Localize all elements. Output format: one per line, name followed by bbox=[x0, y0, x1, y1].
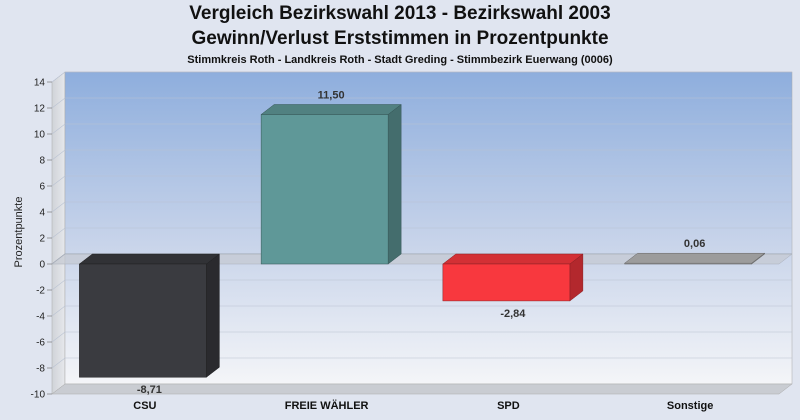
bar-front bbox=[79, 263, 207, 378]
y-tick-label: 4 bbox=[39, 208, 45, 219]
bar-top bbox=[623, 252, 766, 264]
bar-top bbox=[260, 104, 402, 115]
category-label: SPD bbox=[497, 400, 520, 412]
y-tick-label: -6 bbox=[36, 338, 45, 349]
y-tick-label: -4 bbox=[36, 312, 45, 323]
y-tick-label: 0 bbox=[39, 260, 45, 271]
gridline bbox=[51, 149, 792, 161]
bar-top bbox=[442, 253, 584, 265]
y-tick-label: 8 bbox=[39, 156, 45, 167]
bar-front bbox=[624, 262, 752, 265]
category-label: CSU bbox=[133, 400, 156, 412]
bar bbox=[78, 253, 221, 378]
chart-caption: Stimmkreis Roth - Landkreis Roth - Stadt… bbox=[187, 54, 613, 66]
bar-top bbox=[78, 253, 221, 265]
y-tick-label: 12 bbox=[34, 104, 46, 115]
bar bbox=[260, 103, 402, 265]
bar bbox=[442, 253, 584, 302]
y-axis-label: Prozentpunkte bbox=[13, 197, 25, 268]
gridline bbox=[51, 97, 792, 109]
gridline bbox=[51, 331, 792, 343]
data-label: -2,84 bbox=[500, 308, 526, 320]
gridline bbox=[51, 123, 792, 135]
y-tick-label: 14 bbox=[34, 78, 46, 89]
gridline bbox=[51, 305, 792, 317]
chart-subtitle: Gewinn/Verlust Erststimmen in Prozentpun… bbox=[191, 28, 609, 49]
y-tick-label: 6 bbox=[39, 182, 45, 193]
category-label: FREIE WÄHLER bbox=[285, 399, 369, 412]
plot-floor bbox=[51, 383, 793, 395]
y-tick-label: -10 bbox=[31, 390, 46, 401]
data-label: 0,06 bbox=[684, 238, 705, 250]
category-label: Sonstige bbox=[667, 400, 713, 412]
y-tick-label: 2 bbox=[39, 234, 45, 245]
data-label: 11,50 bbox=[318, 90, 345, 102]
gridline bbox=[51, 201, 792, 213]
y-tick-label: 10 bbox=[34, 130, 46, 141]
gridline bbox=[51, 357, 792, 369]
chart-title: Vergleich Bezirkswahl 2013 - Bezirkswahl… bbox=[189, 3, 611, 24]
gridline bbox=[51, 175, 792, 187]
bar-front bbox=[442, 263, 571, 302]
y-tick-label: -2 bbox=[36, 286, 45, 297]
gridline bbox=[51, 71, 792, 83]
bar-side bbox=[206, 253, 220, 378]
bar-side bbox=[387, 103, 402, 265]
bar-front bbox=[260, 114, 389, 265]
bar bbox=[623, 252, 766, 265]
gridline bbox=[51, 227, 792, 239]
data-label: -8,71 bbox=[137, 384, 162, 396]
y-tick-label: -8 bbox=[36, 364, 45, 375]
